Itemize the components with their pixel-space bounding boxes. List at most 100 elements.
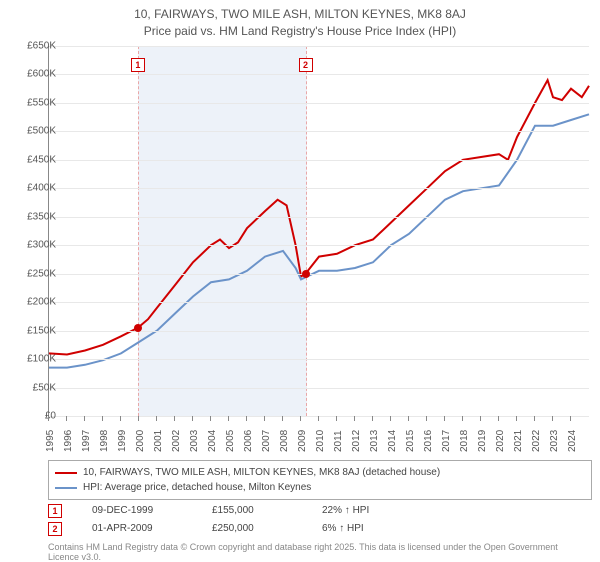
y-tick-label: £100K xyxy=(6,354,56,365)
y-tick-label: £600K xyxy=(6,69,56,80)
x-tick-label: 2005 xyxy=(225,430,236,452)
sale-price-2: £250,000 xyxy=(212,520,292,538)
y-tick-label: £650K xyxy=(6,41,56,52)
legend-row-hpi: HPI: Average price, detached house, Milt… xyxy=(55,480,585,495)
x-tick-mark xyxy=(120,416,121,421)
x-tick-mark xyxy=(498,416,499,421)
x-tick-label: 2013 xyxy=(369,430,380,452)
legend-label-hpi: HPI: Average price, detached house, Milt… xyxy=(83,480,311,495)
x-tick-label: 2009 xyxy=(297,430,308,452)
sale-date-2: 01-APR-2009 xyxy=(92,520,182,538)
sale-point-2 xyxy=(302,270,310,278)
x-tick-label: 2012 xyxy=(351,430,362,452)
gridline xyxy=(49,46,589,47)
x-tick-mark xyxy=(192,416,193,421)
x-tick-label: 2006 xyxy=(243,430,254,452)
x-tick-label: 2022 xyxy=(531,430,542,452)
y-tick-label: £250K xyxy=(6,268,56,279)
x-tick-label: 2002 xyxy=(171,430,182,452)
x-tick-mark xyxy=(300,416,301,421)
x-tick-label: 2003 xyxy=(189,430,200,452)
gridline xyxy=(49,74,589,75)
title-block: 10, FAIRWAYS, TWO MILE ASH, MILTON KEYNE… xyxy=(0,0,600,40)
x-tick-label: 2004 xyxy=(207,430,218,452)
gridline xyxy=(49,302,589,303)
x-tick-mark xyxy=(264,416,265,421)
gridline xyxy=(49,416,589,417)
x-tick-mark xyxy=(426,416,427,421)
x-tick-label: 1999 xyxy=(117,430,128,452)
sale-marker-1: 1 xyxy=(48,504,62,518)
x-tick-mark xyxy=(516,416,517,421)
sale-hpi-2: 6% ↑ HPI xyxy=(322,520,422,538)
x-tick-label: 2021 xyxy=(513,430,524,452)
x-tick-mark xyxy=(372,416,373,421)
y-tick-label: £150K xyxy=(6,325,56,336)
sale-hpi-1: 22% ↑ HPI xyxy=(322,502,422,520)
x-tick-mark xyxy=(534,416,535,421)
x-tick-mark xyxy=(408,416,409,421)
footer-note: Contains HM Land Registry data © Crown c… xyxy=(48,542,588,562)
gridline xyxy=(49,274,589,275)
sale-row-2: 2 01-APR-2009 £250,000 6% ↑ HPI xyxy=(48,520,578,538)
y-tick-label: £50K xyxy=(6,382,56,393)
x-tick-label: 2019 xyxy=(477,430,488,452)
gridline xyxy=(49,160,589,161)
x-tick-mark xyxy=(390,416,391,421)
y-tick-label: £550K xyxy=(6,97,56,108)
x-tick-label: 1995 xyxy=(45,430,56,452)
sale-marker-2: 2 xyxy=(48,522,62,536)
sale-point-1 xyxy=(134,324,142,332)
gridline xyxy=(49,245,589,246)
x-tick-mark xyxy=(552,416,553,421)
x-tick-mark xyxy=(138,416,139,421)
x-tick-label: 2014 xyxy=(387,430,398,452)
x-tick-mark xyxy=(174,416,175,421)
gridline xyxy=(49,131,589,132)
line-svg xyxy=(49,46,589,416)
x-tick-mark xyxy=(480,416,481,421)
x-tick-label: 2015 xyxy=(405,430,416,452)
x-tick-label: 2018 xyxy=(459,430,470,452)
x-tick-mark xyxy=(570,416,571,421)
legend-swatch-property xyxy=(55,472,77,474)
y-tick-label: £200K xyxy=(6,297,56,308)
gridline xyxy=(49,359,589,360)
x-tick-mark xyxy=(48,416,49,421)
y-tick-label: £400K xyxy=(6,183,56,194)
y-tick-label: £500K xyxy=(6,126,56,137)
x-tick-label: 2011 xyxy=(333,430,344,452)
gridline xyxy=(49,217,589,218)
x-tick-mark xyxy=(66,416,67,421)
x-tick-mark xyxy=(336,416,337,421)
title-line-2: Price paid vs. HM Land Registry's House … xyxy=(0,23,600,40)
chart-container: 10, FAIRWAYS, TWO MILE ASH, MILTON KEYNE… xyxy=(0,0,600,560)
x-tick-mark xyxy=(102,416,103,421)
x-tick-mark xyxy=(354,416,355,421)
x-tick-mark xyxy=(246,416,247,421)
x-tick-label: 2001 xyxy=(153,430,164,452)
sales-block: 1 09-DEC-1999 £155,000 22% ↑ HPI 2 01-AP… xyxy=(48,502,578,538)
series-hpi xyxy=(49,114,589,367)
sale-price-1: £155,000 xyxy=(212,502,292,520)
title-line-1: 10, FAIRWAYS, TWO MILE ASH, MILTON KEYNE… xyxy=(0,6,600,23)
x-tick-label: 1997 xyxy=(81,430,92,452)
x-tick-mark xyxy=(84,416,85,421)
legend-swatch-hpi xyxy=(55,487,77,489)
legend-box: 10, FAIRWAYS, TWO MILE ASH, MILTON KEYNE… xyxy=(48,460,592,500)
x-tick-label: 2020 xyxy=(495,430,506,452)
gridline xyxy=(49,331,589,332)
x-tick-mark xyxy=(228,416,229,421)
gridline xyxy=(49,188,589,189)
chart-marker-2: 2 xyxy=(299,58,313,72)
plot-area: 12 xyxy=(48,46,589,417)
x-tick-label: 2000 xyxy=(135,430,146,452)
x-tick-mark xyxy=(282,416,283,421)
x-tick-label: 2024 xyxy=(567,430,578,452)
x-tick-label: 2010 xyxy=(315,430,326,452)
x-tick-mark xyxy=(462,416,463,421)
x-tick-label: 2023 xyxy=(549,430,560,452)
x-tick-label: 2007 xyxy=(261,430,272,452)
x-tick-label: 2017 xyxy=(441,430,452,452)
gridline xyxy=(49,388,589,389)
